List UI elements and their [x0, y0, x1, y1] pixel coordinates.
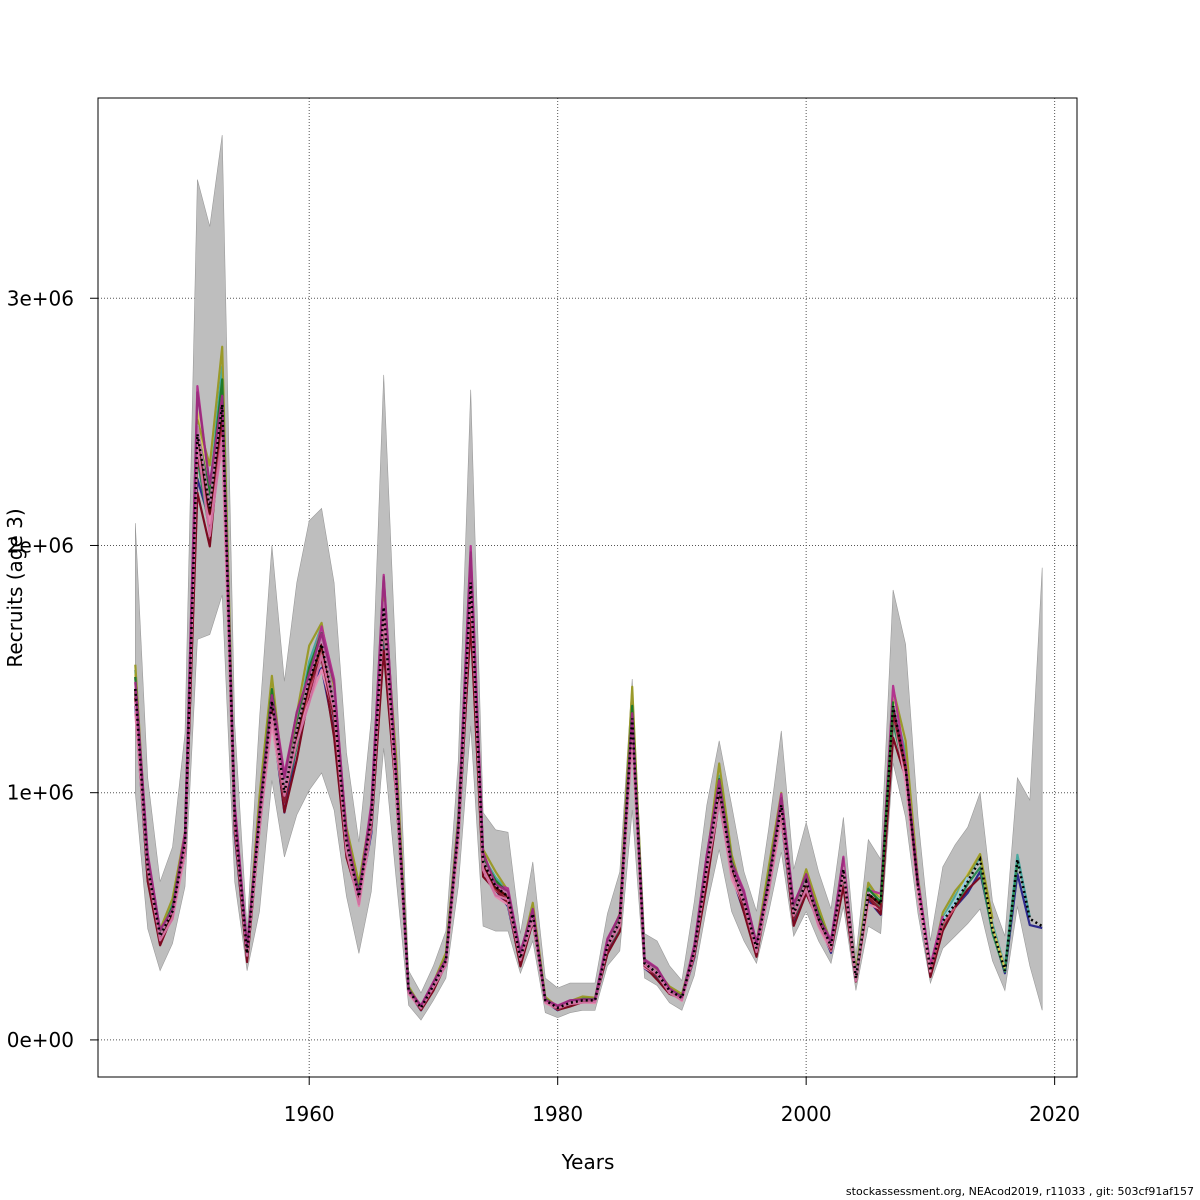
x-tick-label: 1960: [284, 1102, 335, 1126]
y-axis: 0e+00 1e+06 2e+06 3e+06: [7, 286, 98, 1052]
y-tick-label: 2e+06: [7, 533, 74, 557]
y-tick-label: 1e+06: [7, 781, 74, 805]
y-tick-label: 0e+00: [7, 1028, 74, 1052]
ci-band: [135, 135, 1043, 1021]
plot-frame: [97, 97, 1078, 1078]
x-tick-label: 1980: [532, 1102, 583, 1126]
y-axis-title: Recruits (age 3): [3, 508, 27, 667]
x-tick-label: 2020: [1029, 1102, 1080, 1126]
confidence-band: [135, 135, 1043, 1021]
y-tick-label: 3e+06: [7, 286, 74, 310]
retro-line-7: [134, 387, 969, 1009]
x-axis: 1960 1980 2000 2020: [284, 1077, 1080, 1126]
x-axis-title: Years: [561, 1150, 615, 1174]
estimate-series: [134, 404, 1043, 1011]
x-tick-label: 2000: [781, 1102, 832, 1126]
footer-credit: stockassessment.org, NEAcod2019, r11033 …: [845, 1185, 1194, 1198]
estimate-line: [134, 404, 1043, 1011]
